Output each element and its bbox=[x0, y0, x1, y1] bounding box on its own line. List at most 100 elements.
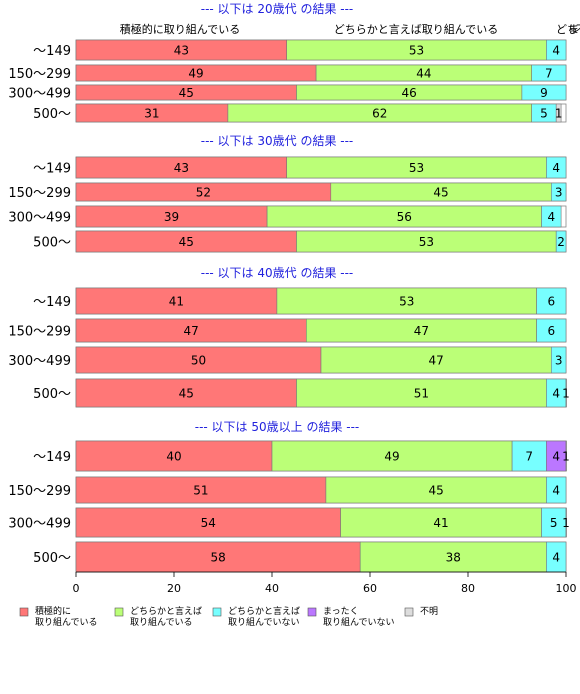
bar-segment bbox=[296, 378, 547, 408]
data-label: 4 bbox=[552, 450, 560, 464]
data-label: 47 bbox=[414, 324, 429, 338]
bar-segment bbox=[555, 230, 567, 253]
data-label: 53 bbox=[419, 235, 434, 249]
data-label: 43 bbox=[174, 161, 189, 175]
data-label: 4 bbox=[552, 161, 560, 175]
bar-segment bbox=[546, 476, 567, 504]
row-label: ～149 bbox=[33, 450, 71, 465]
bar-segment bbox=[536, 287, 567, 315]
row-label: 150～299 bbox=[8, 484, 71, 499]
row-label: ～149 bbox=[33, 44, 71, 59]
bar-segment bbox=[536, 318, 567, 343]
data-label: 45 bbox=[179, 235, 194, 249]
header-label: 積極的に取り組んでいる bbox=[120, 22, 240, 36]
bar-segment bbox=[75, 476, 327, 504]
bar-segment bbox=[541, 205, 562, 228]
bar-segment bbox=[565, 507, 567, 538]
data-label: 47 bbox=[184, 324, 199, 338]
data-label: 4 bbox=[547, 210, 555, 224]
bar-segment bbox=[75, 541, 361, 573]
data-label: 49 bbox=[188, 67, 203, 81]
data-label: 5 bbox=[540, 107, 548, 121]
data-label: 56 bbox=[397, 210, 412, 224]
row-label: 500～ bbox=[33, 236, 71, 251]
legend-label: まったく bbox=[323, 606, 359, 617]
legend-label: 取り組んでいる bbox=[35, 616, 98, 628]
data-label: 45 bbox=[179, 387, 194, 401]
data-label: 4 bbox=[552, 44, 560, 58]
data-label: 62 bbox=[372, 107, 387, 121]
bar-segment bbox=[550, 182, 567, 202]
row-label: 150～299 bbox=[8, 325, 71, 340]
bar-segment bbox=[565, 440, 567, 472]
group-title: --- 以下は 30歳代 の結果 --- bbox=[201, 134, 354, 148]
data-label: 41 bbox=[169, 295, 184, 309]
group-title: --- 以下は 20歳代 の結果 --- bbox=[201, 2, 354, 16]
legend-swatch bbox=[19, 607, 29, 617]
data-label: 49 bbox=[384, 450, 399, 464]
data-label: 9 bbox=[540, 86, 548, 100]
bar-segment bbox=[325, 476, 547, 504]
row-label: 300～499 bbox=[8, 87, 71, 102]
data-label: 40 bbox=[166, 450, 181, 464]
data-label: 58 bbox=[210, 551, 225, 565]
legend-label: 取り組んでいる bbox=[130, 616, 193, 628]
data-label: 5 bbox=[550, 516, 558, 530]
bar-segment bbox=[320, 346, 552, 374]
data-label: 50 bbox=[191, 354, 206, 368]
legend-swatch bbox=[404, 607, 414, 617]
row-label: 500～ bbox=[33, 387, 71, 402]
data-label: 7 bbox=[545, 67, 553, 81]
data-label: 31 bbox=[144, 107, 159, 121]
data-label: 41 bbox=[433, 516, 448, 530]
data-label: 51 bbox=[414, 387, 429, 401]
row-label: 300～499 bbox=[8, 517, 71, 532]
x-tick-label: 80 bbox=[461, 582, 475, 595]
row-label: ～149 bbox=[33, 162, 71, 177]
legend-swatch bbox=[307, 607, 317, 617]
bar-segment bbox=[511, 440, 547, 472]
data-label: 47 bbox=[429, 354, 444, 368]
bar-segment bbox=[75, 346, 322, 374]
data-label: 43 bbox=[174, 44, 189, 58]
x-tick-label: 40 bbox=[265, 582, 279, 595]
data-label: 46 bbox=[402, 86, 417, 100]
legend-swatch bbox=[212, 607, 222, 617]
x-tick-label: 60 bbox=[363, 582, 377, 595]
bar-segment bbox=[75, 378, 297, 408]
bar-segment bbox=[340, 507, 542, 538]
row-label: 500～ bbox=[33, 551, 71, 566]
legend-label: 積極的に bbox=[35, 605, 71, 617]
data-label: 3 bbox=[555, 186, 563, 200]
bar-segment bbox=[546, 39, 567, 61]
legend-swatch bbox=[114, 607, 124, 617]
data-label: 1 bbox=[562, 450, 570, 464]
data-label: 53 bbox=[409, 44, 424, 58]
row-label: 500～ bbox=[33, 107, 71, 122]
legend-label: 取り組んでいない bbox=[323, 616, 395, 628]
legend-label: 取り組んでいない bbox=[228, 616, 300, 628]
data-label: 52 bbox=[196, 186, 211, 200]
header-label: どちら bbox=[556, 23, 580, 36]
header-label: どちらかと言えば取り組んでいる bbox=[334, 23, 498, 36]
data-label: 53 bbox=[409, 161, 424, 175]
data-label: 4 bbox=[552, 551, 560, 565]
data-label: 45 bbox=[179, 86, 194, 100]
bar-segment bbox=[550, 346, 567, 374]
data-label: 45 bbox=[433, 186, 448, 200]
bar-segment bbox=[546, 156, 567, 179]
data-label: 39 bbox=[164, 210, 179, 224]
header-label: 不明 bbox=[576, 23, 580, 36]
row-label: 300～499 bbox=[8, 354, 71, 369]
data-label: 6 bbox=[547, 324, 555, 338]
legend-label: 不明 bbox=[420, 606, 438, 617]
bar-segment bbox=[565, 378, 567, 408]
data-label: 7 bbox=[525, 450, 533, 464]
legend-label: どちらかと言えば bbox=[228, 605, 300, 617]
bar-segment bbox=[521, 84, 567, 101]
x-tick-label: 20 bbox=[167, 582, 181, 595]
legend-label: どちらかと言えば bbox=[130, 605, 202, 617]
group-title: --- 以下は 50歳以上 の結果 --- bbox=[195, 420, 360, 434]
data-label: 53 bbox=[399, 295, 414, 309]
